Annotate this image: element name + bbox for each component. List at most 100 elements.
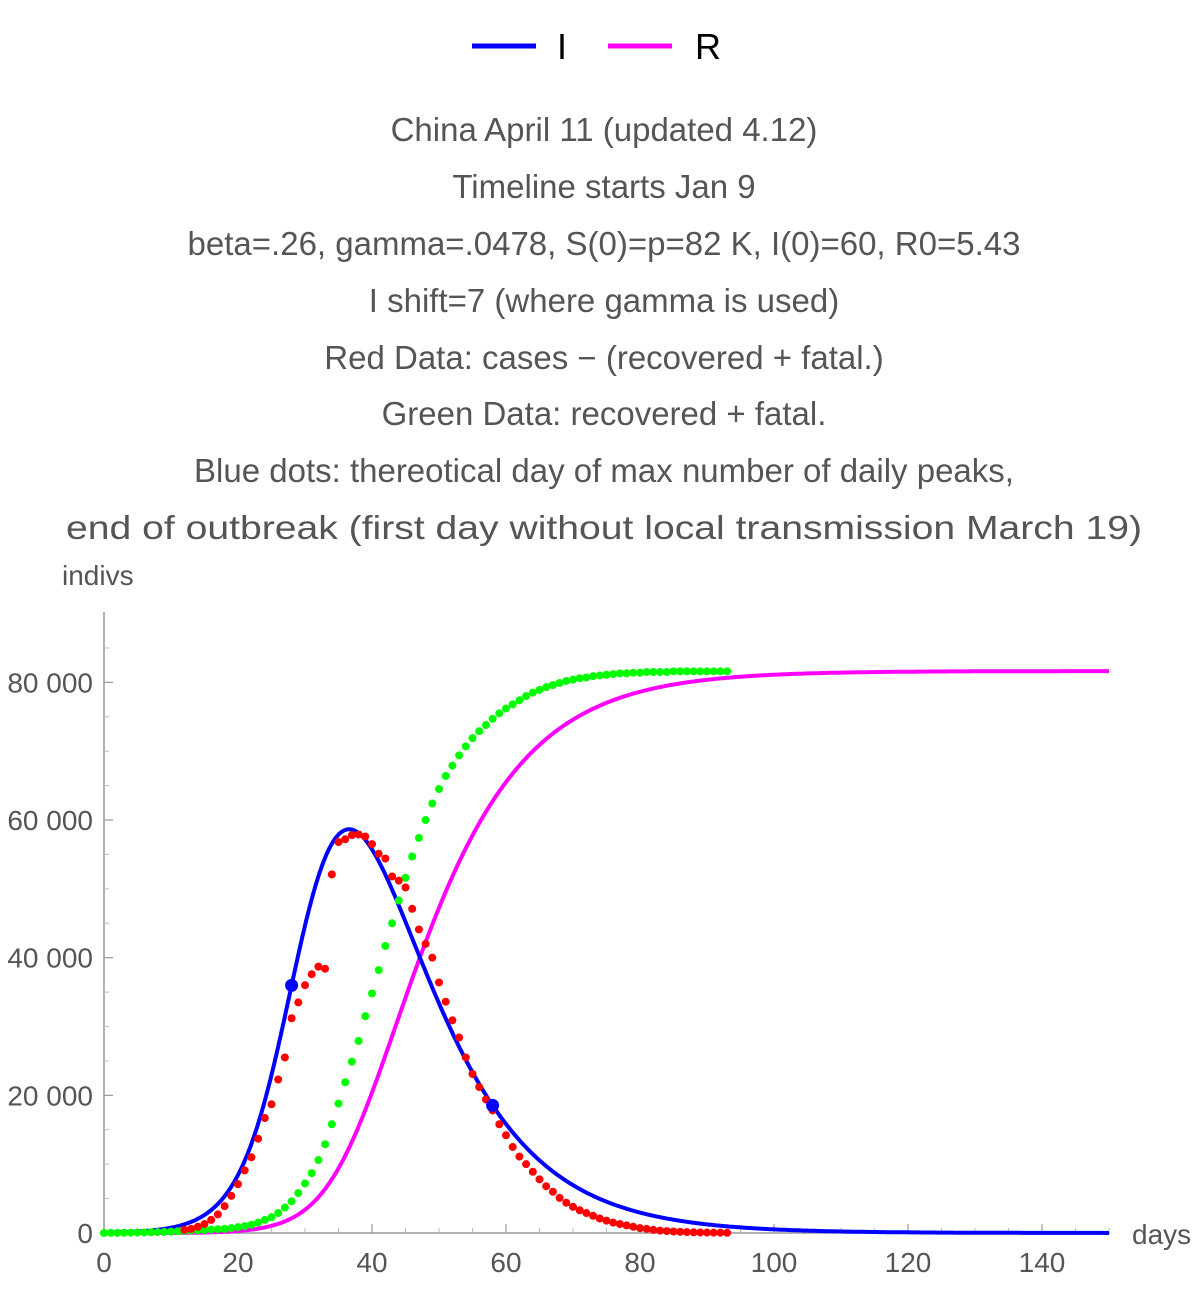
green-data-point [575,674,584,683]
x-tick-label: 60 [490,1247,521,1278]
red-data-point [347,831,356,840]
green-data-point [213,1225,222,1234]
red-data-point [220,1202,229,1211]
red-data-point [455,1033,464,1042]
green-data-point [153,1228,162,1237]
title-line-4: I shift=7 (where gamma is used) [369,282,839,319]
red-data-point [495,1120,504,1129]
green-data-point [100,1229,108,1237]
red-data-point [515,1152,524,1161]
green-data-point [247,1220,256,1229]
x-tick-label: 40 [356,1247,387,1278]
green-data-point [649,668,658,677]
y-tick-label: 40 000 [7,943,93,974]
green-data-point [294,1189,303,1198]
title-line-6: Green Data: recovered + fatal. [382,395,827,432]
red-data-point [716,1228,725,1237]
red-data-point [414,925,423,934]
green-data-point [394,896,403,905]
green-data-point [274,1209,283,1218]
blue-marker-point [285,978,299,992]
red-data-point [461,1053,470,1062]
legend-label-i: I [557,26,567,67]
green-data-point [642,668,651,677]
green-data-point [341,1078,350,1087]
red-data-point [723,1228,732,1237]
red-data-point [555,1193,564,1202]
red-data-point [374,849,383,858]
red-data-point [227,1191,236,1200]
green-data-point [220,1224,229,1233]
red-data-point [334,838,343,847]
green-data-point [133,1228,142,1237]
red-data-point [575,1206,584,1215]
red-data-point [508,1142,517,1151]
red-data-point [548,1187,557,1196]
green-data-point [414,833,423,842]
red-data-point [622,1221,631,1230]
series-i-line [104,827,1109,1235]
y-tick-label: 80 000 [7,667,93,698]
green-data-point [167,1227,175,1236]
green-data-point [602,670,611,679]
green-data-point [676,667,685,676]
red-data-points [180,830,732,1237]
title-line-8: end of outbreak (first day without local… [66,509,1142,546]
green-data-point [374,966,383,975]
red-data-point [234,1180,242,1189]
green-data-point [723,667,732,676]
green-data-point [569,675,577,684]
red-data-point [569,1202,577,1211]
green-data-point [267,1213,276,1222]
red-data-point [354,830,363,839]
green-data-point [448,761,457,770]
green-data-point [716,667,725,676]
red-data-point [703,1228,711,1237]
green-data-point [126,1228,135,1237]
red-data-point [589,1211,598,1220]
green-data-point [234,1223,242,1232]
green-data-point [689,667,698,676]
red-data-point [562,1198,571,1207]
green-data-point [696,667,705,676]
red-data-point [314,962,323,971]
red-data-point [602,1216,611,1225]
red-data-point [361,832,370,841]
red-data-point [428,953,437,962]
model-curves [104,669,1109,1235]
green-data-point [461,742,470,751]
red-data-point [368,840,376,849]
red-data-point [260,1114,269,1123]
x-tick-label: 80 [624,1247,655,1278]
green-data-point [488,714,497,723]
green-data-point [421,816,430,825]
red-data-point [636,1224,644,1233]
green-data-point [528,688,537,697]
green-data-point [502,704,510,713]
red-data-point [435,978,443,987]
green-data-points [100,667,732,1237]
green-data-point [408,852,417,861]
green-data-point [562,676,571,685]
red-data-point [696,1228,705,1237]
x-tick-label: 120 [885,1247,932,1278]
red-data-point [274,1075,283,1084]
green-data-point [522,692,531,701]
legend: I R [472,26,721,67]
y-tick-label: 0 [77,1218,93,1249]
green-data-point [260,1215,269,1224]
x-tick-label: 140 [1019,1247,1066,1278]
green-data-point [334,1099,343,1108]
green-data-point [703,667,711,676]
green-data-point [709,667,718,676]
x-tick-label: 20 [222,1247,253,1278]
green-data-point [589,672,598,681]
red-data-point [341,835,350,844]
red-data-point [448,1016,457,1025]
green-data-point [582,673,591,682]
green-data-point [542,683,551,692]
green-data-point [207,1225,216,1234]
y-tick-label: 60 000 [7,805,93,836]
red-data-point [301,981,309,990]
